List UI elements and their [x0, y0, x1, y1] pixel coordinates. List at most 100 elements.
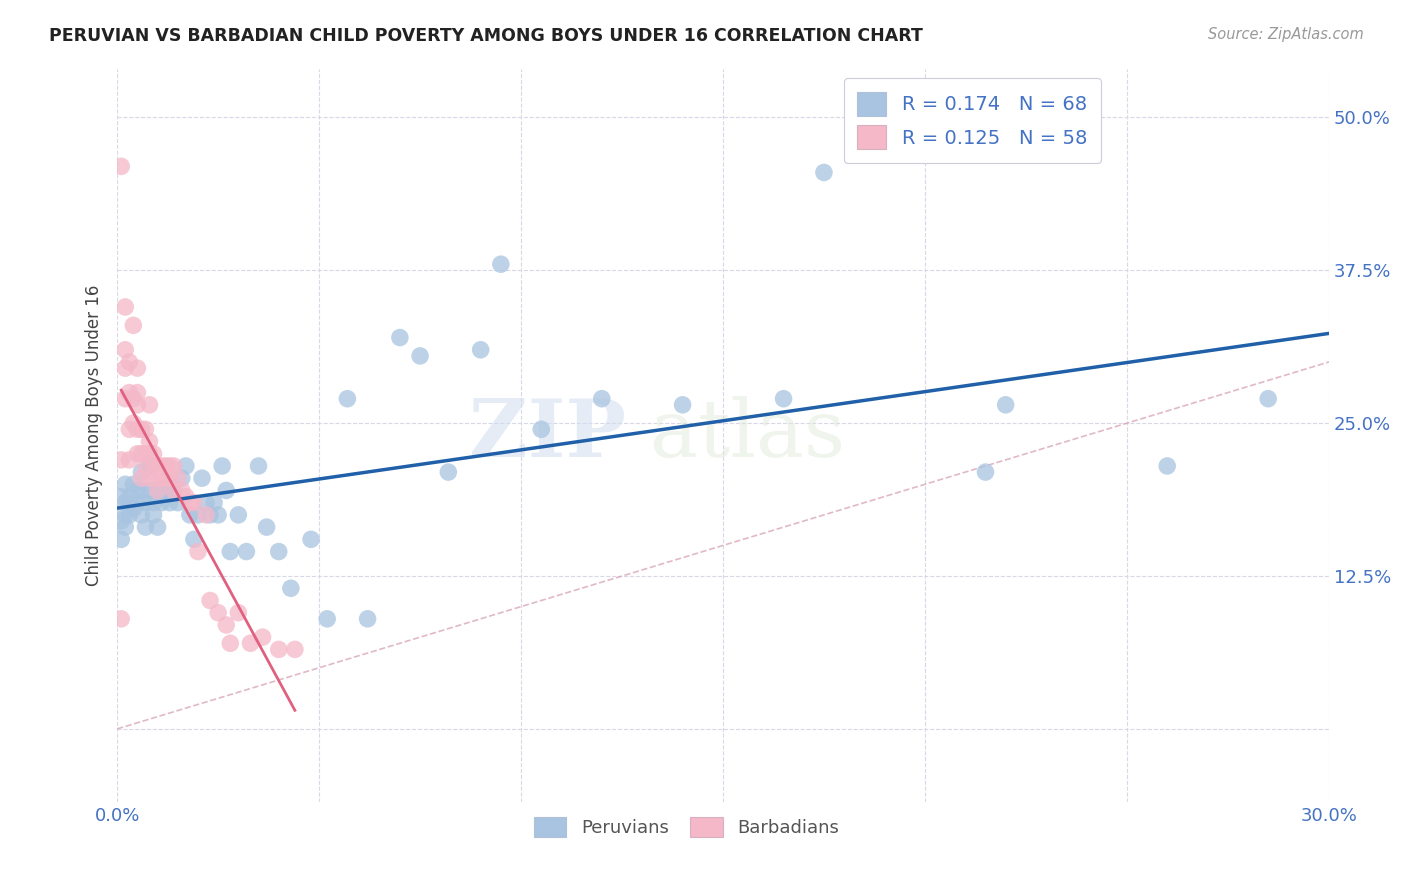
- Point: [114, 300, 136, 314]
- Point: [211, 458, 233, 473]
- Point: [114, 343, 136, 357]
- Point: [267, 544, 290, 558]
- Point: [163, 483, 186, 498]
- Point: [195, 508, 218, 522]
- Point: [183, 496, 205, 510]
- Point: [131, 483, 153, 498]
- Point: [146, 458, 169, 473]
- Y-axis label: Child Poverty Among Boys Under 16: Child Poverty Among Boys Under 16: [86, 285, 103, 586]
- Point: [131, 508, 153, 522]
- Point: [134, 496, 156, 510]
- Point: [284, 642, 307, 657]
- Point: [127, 496, 149, 510]
- Point: [114, 508, 136, 522]
- Point: [202, 496, 225, 510]
- Point: [138, 471, 160, 485]
- Point: [138, 458, 160, 473]
- Point: [131, 465, 153, 479]
- Point: [252, 630, 274, 644]
- Point: [163, 483, 186, 498]
- Point: [134, 520, 156, 534]
- Point: [530, 422, 553, 436]
- Point: [437, 465, 460, 479]
- Point: [142, 458, 165, 473]
- Point: [127, 398, 149, 412]
- Point: [235, 544, 257, 558]
- Point: [489, 257, 512, 271]
- Point: [110, 612, 132, 626]
- Point: [356, 612, 378, 626]
- Point: [134, 458, 156, 473]
- Point: [150, 496, 173, 510]
- Point: [127, 385, 149, 400]
- Point: [146, 483, 169, 498]
- Point: [118, 508, 141, 522]
- Point: [150, 458, 173, 473]
- Point: [336, 392, 359, 406]
- Point: [110, 490, 132, 504]
- Point: [127, 483, 149, 498]
- Point: [142, 508, 165, 522]
- Point: [138, 483, 160, 498]
- Point: [228, 508, 250, 522]
- Point: [142, 447, 165, 461]
- Point: [179, 496, 201, 510]
- Point: [228, 606, 250, 620]
- Point: [138, 398, 160, 412]
- Point: [146, 520, 169, 534]
- Point: [280, 581, 302, 595]
- Point: [159, 477, 181, 491]
- Point: [114, 392, 136, 406]
- Point: [134, 447, 156, 461]
- Point: [110, 533, 132, 547]
- Point: [215, 618, 238, 632]
- Point: [772, 392, 794, 406]
- Point: [159, 471, 181, 485]
- Point: [198, 593, 221, 607]
- Point: [127, 447, 149, 461]
- Point: [131, 471, 153, 485]
- Point: [409, 349, 432, 363]
- Point: [122, 416, 145, 430]
- Point: [138, 447, 160, 461]
- Point: [316, 612, 339, 626]
- Point: [388, 330, 411, 344]
- Point: [179, 508, 201, 522]
- Point: [122, 477, 145, 491]
- Point: [187, 544, 209, 558]
- Point: [215, 483, 238, 498]
- Point: [155, 483, 177, 498]
- Point: [110, 159, 132, 173]
- Point: [118, 453, 141, 467]
- Point: [127, 361, 149, 376]
- Point: [256, 520, 278, 534]
- Point: [122, 392, 145, 406]
- Point: [114, 520, 136, 534]
- Point: [159, 458, 181, 473]
- Point: [247, 458, 270, 473]
- Point: [163, 458, 186, 473]
- Point: [219, 544, 242, 558]
- Point: [1156, 458, 1178, 473]
- Point: [994, 398, 1017, 412]
- Point: [239, 636, 262, 650]
- Point: [114, 361, 136, 376]
- Text: ZIP: ZIP: [470, 396, 626, 475]
- Point: [170, 471, 193, 485]
- Point: [122, 501, 145, 516]
- Point: [166, 496, 188, 510]
- Point: [142, 496, 165, 510]
- Point: [110, 514, 132, 528]
- Point: [150, 471, 173, 485]
- Point: [207, 606, 229, 620]
- Point: [813, 165, 835, 179]
- Point: [1257, 392, 1279, 406]
- Point: [155, 458, 177, 473]
- Point: [134, 422, 156, 436]
- Point: [131, 422, 153, 436]
- Point: [127, 422, 149, 436]
- Point: [131, 447, 153, 461]
- Point: [146, 471, 169, 485]
- Text: PERUVIAN VS BARBADIAN CHILD POVERTY AMONG BOYS UNDER 16 CORRELATION CHART: PERUVIAN VS BARBADIAN CHILD POVERTY AMON…: [49, 27, 924, 45]
- Point: [974, 465, 997, 479]
